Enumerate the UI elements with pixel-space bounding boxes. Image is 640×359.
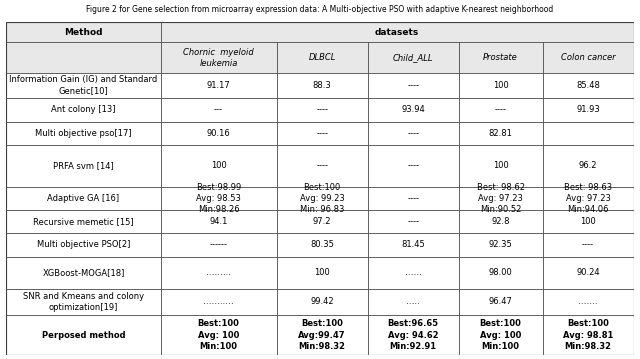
- Text: Ant colony [13]: Ant colony [13]: [51, 106, 116, 115]
- Text: Method: Method: [64, 28, 102, 37]
- Text: Best:98.99
Avg: 98.53
Min:98.26: Best:98.99 Avg: 98.53 Min:98.26: [196, 183, 241, 214]
- Text: ……..…: ……..…: [203, 297, 234, 306]
- Text: 100: 100: [493, 161, 509, 170]
- Text: 93.94: 93.94: [401, 106, 425, 115]
- Text: Colon cancer: Colon cancer: [561, 53, 616, 62]
- Text: 92.35: 92.35: [489, 241, 513, 250]
- Text: 90.24: 90.24: [576, 268, 600, 277]
- Bar: [276, 42, 367, 73]
- Text: Best:96.65
Avg: 94.62
Min:92.91: Best:96.65 Avg: 94.62 Min:92.91: [388, 320, 439, 351]
- Text: 100: 100: [493, 81, 509, 90]
- Text: 100: 100: [314, 268, 330, 277]
- Text: DLBCL: DLBCL: [308, 53, 336, 62]
- Text: ------: ------: [209, 241, 228, 250]
- Bar: [161, 22, 634, 42]
- Text: Best: 98.62
Avg: 97.23
Min:90.52: Best: 98.62 Avg: 97.23 Min:90.52: [477, 183, 525, 214]
- Text: Best: 98.63
Avg: 97.23
Min:94.06: Best: 98.63 Avg: 97.23 Min:94.06: [564, 183, 612, 214]
- Text: ----: ----: [407, 161, 419, 170]
- Text: ……...: ……...: [206, 268, 231, 277]
- Bar: [161, 42, 276, 73]
- Text: 96.47: 96.47: [489, 297, 513, 306]
- Text: ----: ----: [316, 106, 328, 115]
- Text: Adaptive GA [16]: Adaptive GA [16]: [47, 194, 120, 203]
- Text: ----: ----: [407, 217, 419, 226]
- Text: 100: 100: [580, 217, 596, 226]
- Text: ----: ----: [495, 106, 507, 115]
- Text: ----: ----: [407, 194, 419, 203]
- Text: ----: ----: [316, 129, 328, 138]
- Text: 98.00: 98.00: [489, 268, 513, 277]
- Bar: [543, 42, 634, 73]
- Text: datasets: datasets: [375, 28, 419, 37]
- Bar: [6, 22, 161, 42]
- Text: SNR and Kmeans and colony
optimization[19]: SNR and Kmeans and colony optimization[1…: [23, 292, 144, 312]
- Text: ----: ----: [407, 81, 419, 90]
- Text: Best:100
Avg: 99.23
Min: 96.83: Best:100 Avg: 99.23 Min: 96.83: [300, 183, 344, 214]
- Text: Best:100
Avg: 100
Min:100: Best:100 Avg: 100 Min:100: [198, 320, 239, 351]
- Text: 91.17: 91.17: [207, 81, 230, 90]
- Text: Perposed method: Perposed method: [42, 331, 125, 340]
- Text: 96.2: 96.2: [579, 161, 597, 170]
- Text: Information Gain (IG) and Standard
Genetic[10]: Information Gain (IG) and Standard Genet…: [10, 75, 157, 95]
- Bar: [367, 42, 459, 73]
- Text: Best:100
Avg: 98.81
Min:98.32: Best:100 Avg: 98.81 Min:98.32: [563, 320, 613, 351]
- Text: 99.42: 99.42: [310, 297, 334, 306]
- Text: Child_ALL: Child_ALL: [393, 53, 433, 62]
- Text: Multi objective PSO[2]: Multi objective PSO[2]: [36, 241, 130, 250]
- Text: 90.16: 90.16: [207, 129, 230, 138]
- Text: 91.93: 91.93: [576, 106, 600, 115]
- Text: Prostate: Prostate: [483, 53, 518, 62]
- Text: Recursive memetic [15]: Recursive memetic [15]: [33, 217, 134, 226]
- Bar: [459, 42, 543, 73]
- Text: ……: ……: [404, 268, 422, 277]
- Text: ---: ---: [214, 106, 223, 115]
- Text: …..: …..: [406, 297, 420, 306]
- Text: 100: 100: [211, 161, 227, 170]
- Text: ----: ----: [407, 129, 419, 138]
- Text: Best:100
Avg:99.47
Min:98.32: Best:100 Avg:99.47 Min:98.32: [298, 320, 346, 351]
- Text: 97.2: 97.2: [313, 217, 332, 226]
- Text: 82.81: 82.81: [489, 129, 513, 138]
- Text: Figure 2 for Gene selection from microarray expression data: A Multi-objective P: Figure 2 for Gene selection from microar…: [86, 5, 554, 14]
- Text: 94.1: 94.1: [209, 217, 228, 226]
- Text: ----: ----: [316, 161, 328, 170]
- Text: Chornic  myeloid
leukemia: Chornic myeloid leukemia: [183, 47, 254, 67]
- Text: PRFA svm [14]: PRFA svm [14]: [53, 161, 114, 170]
- Text: 88.3: 88.3: [313, 81, 332, 90]
- Text: 80.35: 80.35: [310, 241, 334, 250]
- Text: 81.45: 81.45: [401, 241, 425, 250]
- Text: ----: ----: [582, 241, 594, 250]
- Bar: [6, 42, 161, 73]
- Text: XGBoost-MOGA[18]: XGBoost-MOGA[18]: [42, 268, 125, 277]
- Text: 92.8: 92.8: [492, 217, 510, 226]
- Text: 85.48: 85.48: [576, 81, 600, 90]
- Text: Best:100
Avg: 100
Min:100: Best:100 Avg: 100 Min:100: [480, 320, 522, 351]
- Text: …….: …….: [579, 297, 598, 306]
- Text: Multi objective pso[17]: Multi objective pso[17]: [35, 129, 132, 138]
